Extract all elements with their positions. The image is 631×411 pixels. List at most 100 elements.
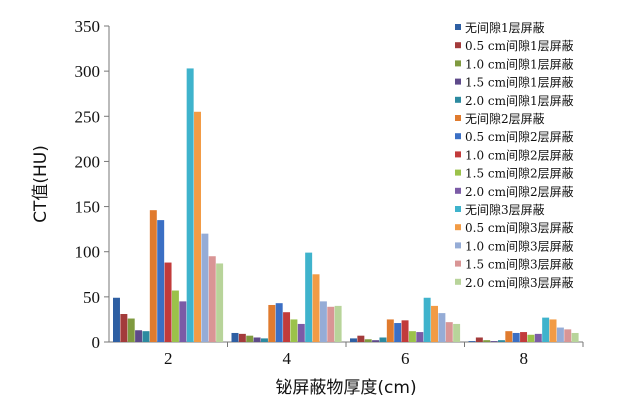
bar — [379, 337, 387, 342]
bar — [179, 301, 187, 342]
bar — [490, 341, 498, 342]
legend-item: 1.0 cm间隙1层屏蔽 — [455, 57, 574, 71]
bar — [364, 339, 372, 342]
legend-item: 0.5 cm间隙1层屏蔽 — [455, 39, 574, 53]
bar — [497, 340, 505, 342]
bar — [120, 314, 128, 342]
bar — [290, 319, 298, 342]
y-tick-label: 350 — [75, 17, 101, 36]
legend-item: 1.0 cm间隙3层屏蔽 — [455, 239, 574, 253]
bar — [149, 210, 157, 342]
legend-item: 无间隙1层屏蔽 — [455, 21, 545, 35]
legend-label: 无间隙1层屏蔽 — [465, 21, 545, 35]
legend-item: 1.5 cm间隙1层屏蔽 — [455, 76, 574, 90]
bar — [549, 319, 557, 342]
bar — [431, 305, 438, 342]
legend-swatch — [455, 169, 461, 176]
y-tick-label: 250 — [75, 107, 101, 126]
bar — [142, 331, 150, 342]
legend-label: 1.5 cm间隙2层屏蔽 — [465, 167, 574, 181]
bar — [312, 274, 320, 342]
bar — [275, 303, 283, 342]
x-axis-title: 铋屏蔽物厚度(cm) — [275, 378, 416, 398]
y-tick-label: 0 — [92, 333, 101, 352]
bar — [283, 312, 291, 342]
bar — [401, 320, 409, 342]
bar — [468, 341, 476, 342]
bar — [386, 319, 394, 342]
bar — [357, 335, 365, 342]
legend-swatch — [455, 242, 461, 249]
y-tick-label: 300 — [75, 62, 101, 81]
legend-swatch — [455, 60, 461, 67]
legend-item: 2.0 cm间隙3层屏蔽 — [455, 276, 574, 290]
legend-label: 0.5 cm间隙1层屏蔽 — [465, 39, 574, 53]
bar-group — [113, 68, 224, 343]
bar — [334, 305, 342, 342]
y-axis-title: CT值(HU) — [31, 145, 51, 223]
x-tick-label: 8 — [520, 349, 529, 368]
bar — [564, 329, 572, 342]
bar — [534, 333, 542, 342]
x-tick-label: 2 — [164, 349, 173, 368]
bar — [445, 322, 453, 342]
bar — [305, 252, 313, 342]
bar — [520, 332, 528, 342]
bar — [231, 332, 239, 342]
y-tick-label: 200 — [75, 152, 101, 171]
bar — [350, 338, 357, 342]
bar — [453, 323, 461, 342]
bar — [186, 68, 194, 343]
legend-item: 无间隙2层屏蔽 — [455, 112, 545, 126]
bar — [216, 263, 224, 342]
legend-label: 1.0 cm间隙1层屏蔽 — [465, 57, 574, 71]
bar-group — [350, 297, 461, 342]
bar — [505, 331, 513, 342]
legend-swatch — [455, 260, 461, 267]
bar — [438, 313, 446, 342]
bar — [423, 297, 431, 342]
x-tick-label: 6 — [401, 349, 410, 368]
legend-item: 无间隙3层屏蔽 — [455, 203, 545, 217]
bar — [208, 256, 216, 342]
plot-area: 0 50 100 150 200 250 300 350 2 4 6 8 — [75, 17, 584, 368]
bar — [260, 338, 268, 342]
bar — [556, 327, 564, 342]
bar — [201, 233, 209, 342]
bar — [297, 323, 305, 342]
bar — [394, 323, 402, 342]
y-tick-label: 150 — [75, 198, 101, 217]
x-tick-label: 4 — [283, 349, 292, 368]
bar — [171, 290, 179, 342]
legend-label: 无间隙3层屏蔽 — [465, 203, 545, 217]
legend-swatch — [455, 224, 461, 231]
legend-label: 1.5 cm间隙1层屏蔽 — [465, 76, 574, 90]
bar — [542, 317, 550, 342]
legend: 无间隙1层屏蔽 0.5 cm间隙1层屏蔽 1.0 cm间隙1层屏蔽 1.5 cm间隙1… — [455, 21, 574, 290]
bar — [527, 334, 535, 342]
legend-label: 2.0 cm间隙3层屏蔽 — [465, 276, 574, 290]
legend-item: 1.5 cm间隙2层屏蔽 — [455, 167, 574, 181]
bar — [113, 297, 120, 342]
bar — [512, 332, 520, 342]
bar — [268, 304, 276, 342]
legend-label: 2.0 cm间隙1层屏蔽 — [465, 94, 574, 108]
x-axis-ticks: 2 4 6 8 — [164, 342, 584, 368]
legend-swatch — [455, 206, 461, 212]
legend-swatch — [455, 78, 461, 85]
legend-item: 1.5 cm间隙3层屏蔽 — [455, 258, 574, 272]
bar — [319, 301, 327, 342]
bar — [327, 306, 335, 342]
legend-label: 无间隙2层屏蔽 — [465, 112, 545, 126]
y-tick-label: 100 — [75, 243, 101, 262]
bar — [157, 220, 165, 342]
legend-item: 2.0 cm间隙1层屏蔽 — [455, 94, 574, 108]
bar — [408, 331, 416, 342]
legend-item: 0.5 cm间隙3层屏蔽 — [455, 221, 574, 235]
bar — [475, 337, 483, 342]
bar — [164, 262, 172, 342]
legend-label: 1.0 cm间隙3层屏蔽 — [465, 239, 574, 253]
legend-label: 2.0 cm间隙2层屏蔽 — [465, 185, 574, 199]
bar — [135, 330, 143, 342]
